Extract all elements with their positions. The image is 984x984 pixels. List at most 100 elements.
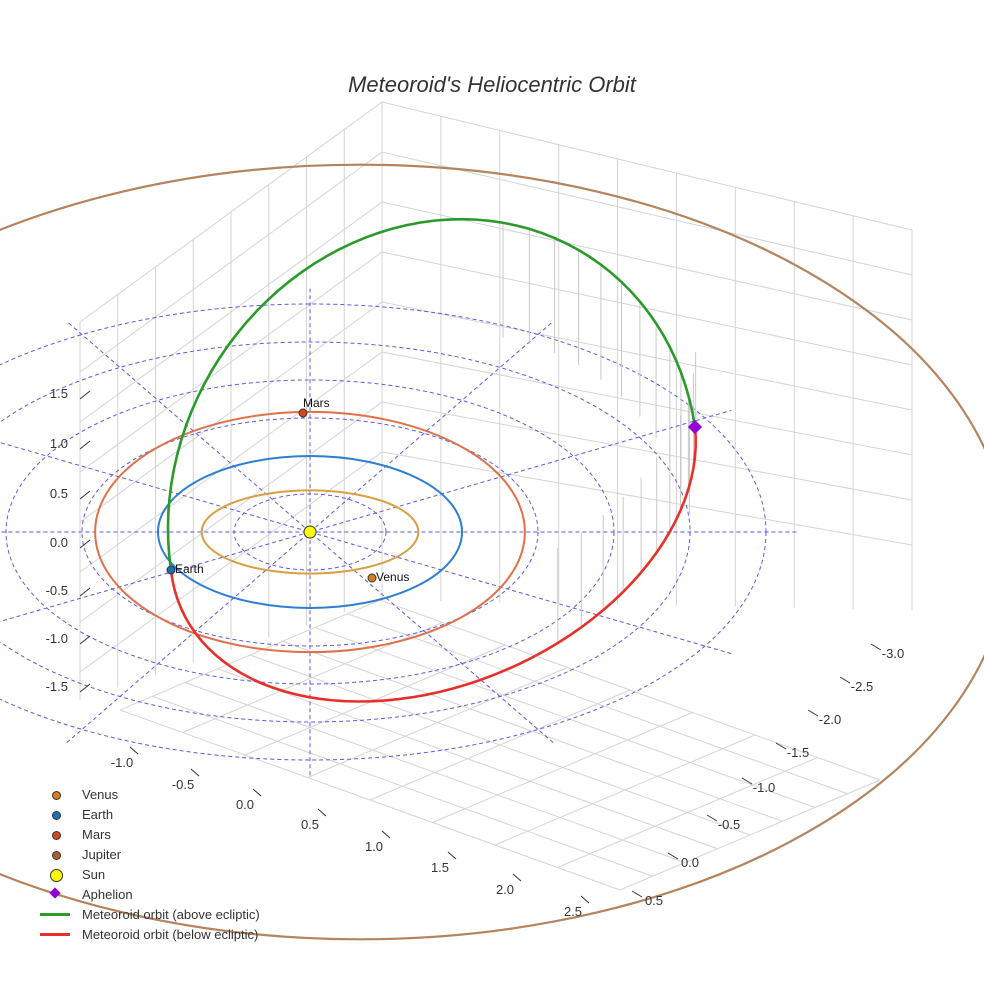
legend-symbol bbox=[40, 913, 70, 916]
z-tick-label: 0.0 bbox=[50, 535, 68, 550]
x-tick-label: -0.5 bbox=[172, 777, 194, 792]
legend-label: Earth bbox=[82, 806, 114, 822]
orbit-drop-lines bbox=[502, 222, 697, 643]
legend-item[interactable]: Meteoroid orbit (below ecliptic) bbox=[38, 924, 260, 944]
x-tick-label: 2.0 bbox=[496, 882, 514, 897]
grid-line bbox=[119, 709, 621, 891]
legend-item[interactable]: Jupiter bbox=[38, 844, 260, 864]
grid-line bbox=[184, 682, 686, 863]
legend-label: Mars bbox=[82, 826, 111, 842]
z-tick-mark bbox=[79, 587, 91, 597]
x-tick-label: 2.5 bbox=[564, 904, 582, 919]
y-tick-mark bbox=[870, 643, 882, 651]
legend-line-swatch bbox=[38, 904, 74, 924]
jupiter-orbit bbox=[0, 163, 984, 941]
meteoroid-orbit-above bbox=[166, 217, 697, 571]
legend-label: Jupiter bbox=[82, 846, 122, 862]
grid-line bbox=[79, 451, 913, 673]
x-tick-mark bbox=[381, 830, 391, 839]
x-tick-mark bbox=[580, 895, 590, 904]
z-tick-mark bbox=[79, 440, 91, 450]
grid-line bbox=[79, 101, 913, 323]
legend-item[interactable]: Earth bbox=[38, 804, 260, 824]
grid-line bbox=[79, 151, 913, 373]
mars-orbit bbox=[94, 410, 526, 654]
grid-line bbox=[79, 201, 913, 423]
x-tick-mark bbox=[252, 788, 262, 797]
legend-item[interactable]: Sun bbox=[38, 864, 260, 884]
legend-item[interactable]: Mars bbox=[38, 824, 260, 844]
legend-dot-swatch bbox=[38, 784, 74, 804]
z-tick-label: 1.0 bbox=[50, 436, 68, 451]
reference-spoke bbox=[66, 321, 554, 743]
z-tick-mark bbox=[79, 539, 91, 549]
x-tick-mark bbox=[512, 873, 522, 882]
planet-orbits bbox=[0, 163, 984, 941]
legend-label: Aphelion bbox=[82, 886, 133, 902]
aphelion-marker bbox=[687, 419, 703, 435]
earth-label: Earth bbox=[175, 562, 204, 576]
z-tick-mark bbox=[79, 683, 91, 693]
reference-spoke bbox=[0, 441, 732, 655]
grid-line bbox=[249, 654, 751, 836]
z-tick-mark bbox=[79, 490, 91, 500]
grid-line bbox=[79, 251, 913, 473]
legend-dot-swatch bbox=[38, 864, 74, 884]
legend-symbol bbox=[49, 868, 63, 882]
x-tick-label: -1.0 bbox=[111, 755, 133, 770]
legend-item[interactable]: Aphelion bbox=[38, 884, 260, 904]
y-tick-mark bbox=[775, 742, 787, 750]
legend-label: Sun bbox=[82, 866, 106, 882]
mars-marker bbox=[298, 408, 308, 418]
y-tick-mark bbox=[807, 709, 819, 717]
legend-diamond-swatch bbox=[38, 884, 74, 904]
x-tick-label: 0.0 bbox=[236, 797, 254, 812]
legend-symbol bbox=[49, 887, 61, 899]
x-tick-label: 1.5 bbox=[431, 860, 449, 875]
sun-marker bbox=[303, 525, 317, 539]
grid-line bbox=[79, 351, 913, 573]
y-tick-label: -2.5 bbox=[851, 679, 873, 694]
z-tick-label: -1.0 bbox=[46, 631, 68, 646]
legend: Venus Earth Mars Jupiter Sun Aphelion Meteoroi… bbox=[38, 784, 260, 944]
z-tick-mark bbox=[79, 390, 91, 400]
y-tick-mark bbox=[631, 890, 643, 898]
legend-dot-swatch bbox=[38, 804, 74, 824]
legend-item[interactable]: Venus bbox=[38, 784, 260, 804]
reference-spoke bbox=[0, 409, 732, 623]
z-tick-mark bbox=[79, 635, 91, 645]
legend-item[interactable]: Meteoroid orbit (above ecliptic) bbox=[38, 904, 260, 924]
y-tick-mark bbox=[741, 777, 753, 785]
legend-symbol bbox=[51, 850, 61, 860]
y-tick-label: -1.5 bbox=[787, 745, 809, 760]
grid-line bbox=[217, 668, 718, 850]
venus-label: Venus bbox=[376, 570, 409, 584]
x-tick-mark bbox=[190, 768, 200, 777]
y-tick-label: 0.0 bbox=[681, 855, 699, 870]
grid-line bbox=[79, 301, 913, 523]
axis-ticks: 1.5 1.0 0.5 0.0 -0.5 -1.0 -1.5 -1.0 -0.5 0.0 0.5 1.… bbox=[46, 386, 905, 919]
y-tick-label: -1.0 bbox=[753, 780, 775, 795]
x-tick-label: 0.5 bbox=[301, 817, 319, 832]
x-tick-mark bbox=[317, 808, 327, 817]
z-tick-label: 0.5 bbox=[50, 486, 68, 501]
legend-line-swatch bbox=[38, 924, 74, 944]
x-tick-label: 1.0 bbox=[365, 839, 383, 854]
legend-dot-swatch bbox=[38, 844, 74, 864]
y-tick-label: -3.0 bbox=[882, 646, 904, 661]
grid-line bbox=[79, 401, 913, 623]
y-tick-mark bbox=[839, 676, 851, 684]
y-tick-mark bbox=[667, 852, 679, 860]
x-tick-mark bbox=[447, 851, 457, 860]
legend-symbol bbox=[51, 830, 61, 840]
grid-line bbox=[347, 613, 848, 795]
legend-dot-swatch bbox=[38, 824, 74, 844]
chart-title: Meteoroid's Heliocentric Orbit bbox=[348, 72, 636, 97]
z-tick-label: -0.5 bbox=[46, 583, 68, 598]
x-tick-mark bbox=[129, 746, 139, 755]
y-tick-mark bbox=[706, 814, 718, 822]
legend-symbol bbox=[40, 933, 70, 936]
earth-orbit bbox=[157, 455, 463, 609]
earth-marker bbox=[166, 565, 176, 575]
